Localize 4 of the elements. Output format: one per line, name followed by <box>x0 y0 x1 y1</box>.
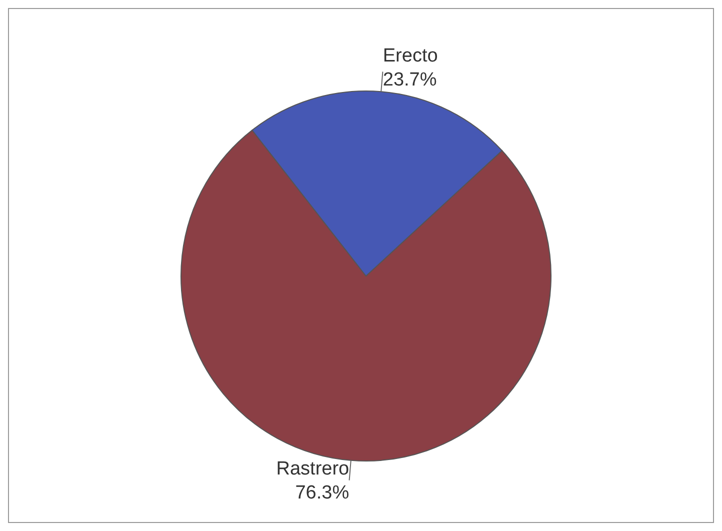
data-label: 76.3% <box>295 482 350 504</box>
data-label: 23.7% <box>382 70 437 91</box>
slice-label: Rastrero <box>276 458 350 480</box>
slice-label: Erecto <box>382 46 438 67</box>
